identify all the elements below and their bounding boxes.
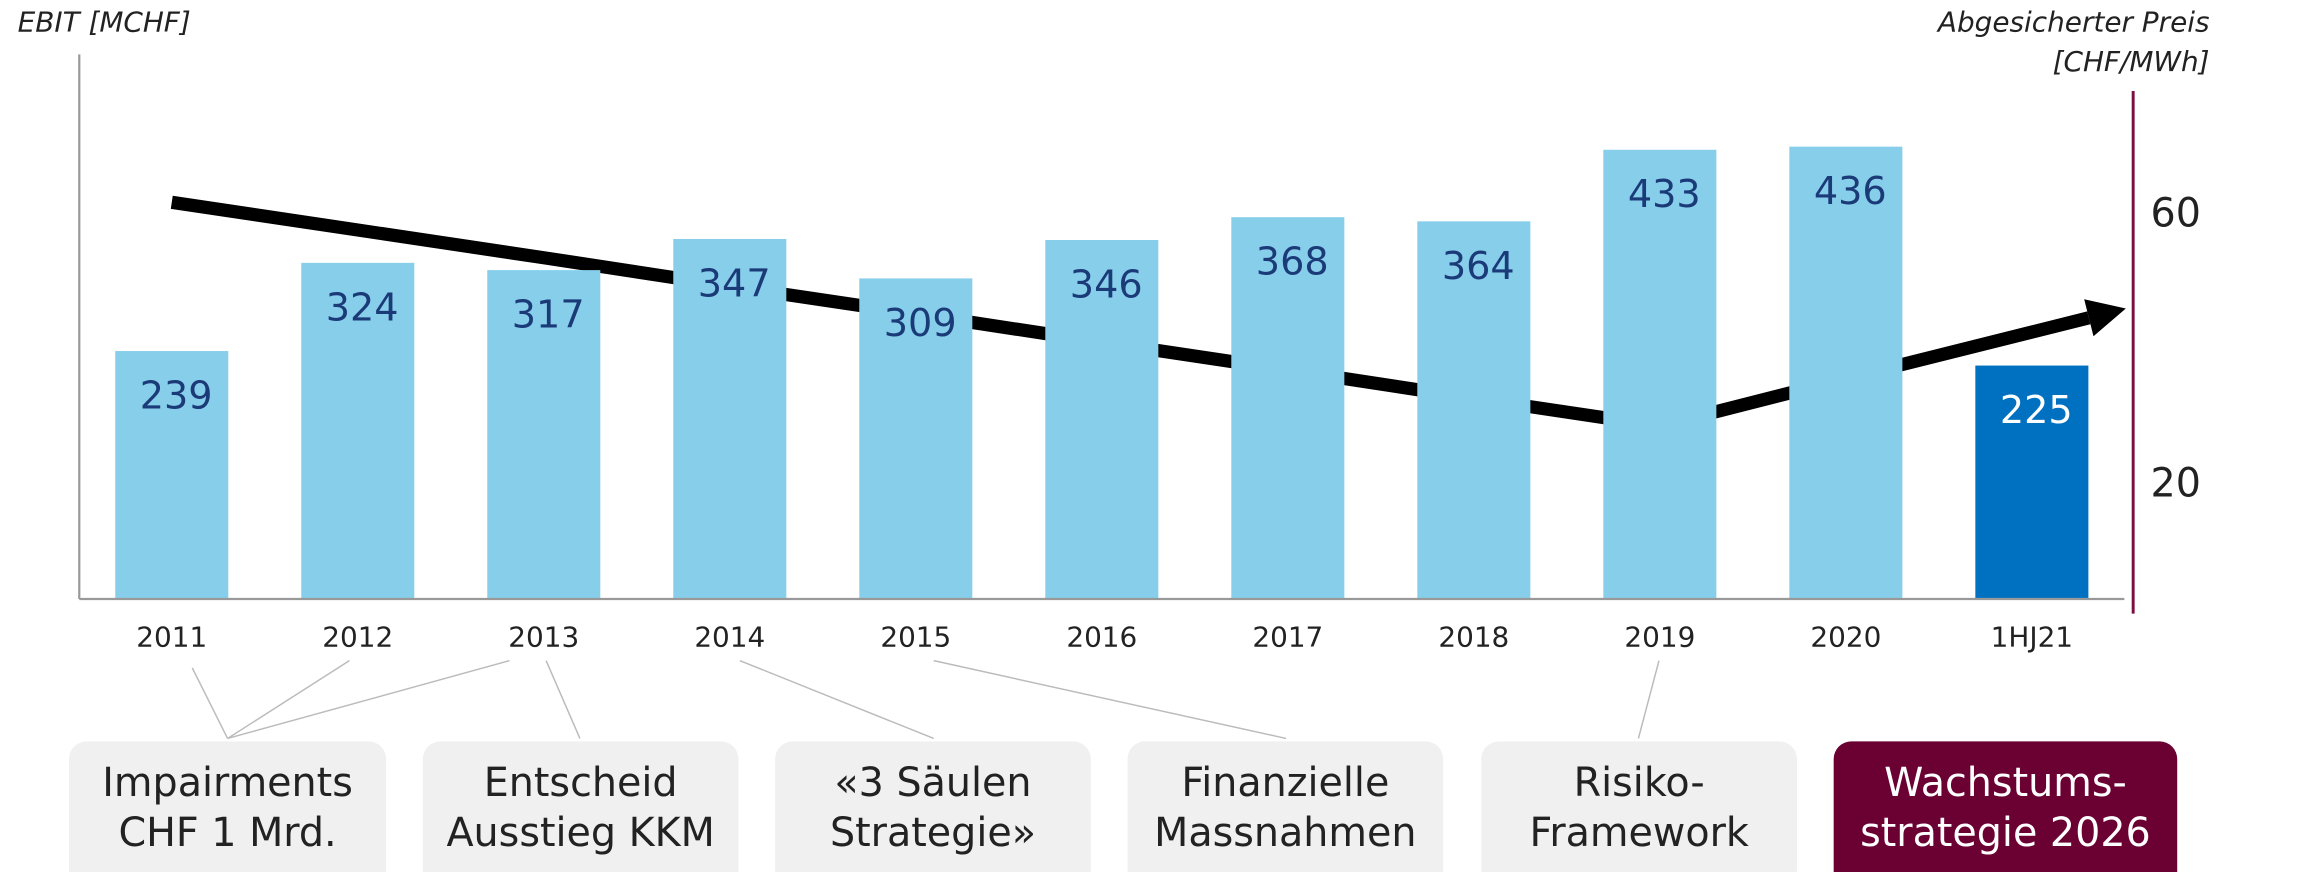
x-tick-label: 2020 bbox=[1810, 621, 1881, 654]
connector bbox=[933, 659, 1287, 740]
x-tick-label: 2015 bbox=[880, 621, 951, 654]
value-label: 225 bbox=[2000, 389, 2073, 433]
y2-axis-title: Abgesicherter Preis bbox=[1936, 5, 2210, 38]
y2-tick-label: 60 bbox=[2151, 190, 2201, 236]
annotation-text: «3 Säulen bbox=[834, 760, 1031, 806]
annotation-text: Risiko- bbox=[1574, 760, 1705, 806]
connector bbox=[739, 659, 934, 740]
trend-arrowhead bbox=[2084, 299, 2126, 337]
bar bbox=[1975, 365, 2089, 599]
chart-body: EBIT [MCHF] Abgesicherter Preis [CHF/MWh… bbox=[18, 5, 2210, 872]
annotation-text: Entscheid bbox=[484, 760, 678, 806]
annotation-box bbox=[1481, 741, 1797, 872]
annotation-text: Massnahmen bbox=[1154, 810, 1416, 856]
x-tick-label: 2014 bbox=[694, 621, 765, 654]
bar bbox=[1789, 146, 1903, 599]
value-label: 324 bbox=[326, 286, 399, 330]
bar bbox=[1231, 217, 1345, 599]
annotation-text: Wachstums- bbox=[1884, 760, 2127, 806]
x-tick-label: 2011 bbox=[136, 621, 207, 654]
bar bbox=[115, 351, 229, 599]
y2-tick-label: 20 bbox=[2151, 461, 2201, 507]
value-label: 436 bbox=[1814, 170, 1887, 214]
connector bbox=[545, 660, 581, 739]
bar bbox=[859, 278, 973, 599]
bar bbox=[1603, 149, 1717, 599]
annotation-text: Impairments bbox=[102, 760, 353, 806]
x-tick-label: 2019 bbox=[1624, 621, 1695, 654]
x-tick-label: 2012 bbox=[322, 621, 393, 654]
bar bbox=[301, 262, 415, 599]
value-label: 433 bbox=[1628, 173, 1701, 217]
x-tick-label: 1HJ21 bbox=[1991, 621, 2073, 654]
value-label: 364 bbox=[1442, 245, 1515, 289]
annotation-text: Framework bbox=[1529, 810, 1748, 856]
value-label: 309 bbox=[884, 302, 957, 346]
bar bbox=[487, 270, 601, 599]
annotation-text: Ausstieg KKM bbox=[446, 810, 714, 856]
bar bbox=[1417, 221, 1531, 599]
y2-axis-title: [CHF/MWh] bbox=[2053, 45, 2210, 78]
y-axis-title: EBIT [MCHF] bbox=[18, 5, 191, 38]
annotation-text: CHF 1 Mrd. bbox=[118, 810, 336, 856]
connector bbox=[191, 667, 229, 739]
bar bbox=[673, 238, 787, 599]
bar bbox=[1045, 240, 1159, 599]
value-label: 317 bbox=[512, 294, 585, 338]
value-label: 347 bbox=[698, 262, 771, 306]
connector bbox=[227, 659, 510, 740]
annotation-text: Strategie» bbox=[830, 810, 1036, 856]
annotation-text: Finanzielle bbox=[1181, 760, 1389, 806]
annotation-box bbox=[1127, 741, 1444, 872]
x-tick-label: 2018 bbox=[1438, 621, 1509, 654]
value-label: 346 bbox=[1070, 264, 1143, 308]
annotation-box bbox=[775, 741, 1091, 872]
connector bbox=[227, 660, 350, 740]
connector bbox=[1637, 660, 1660, 739]
connectors bbox=[191, 659, 1660, 740]
value-label: 239 bbox=[140, 375, 213, 419]
annotation-box bbox=[1833, 741, 2178, 872]
value-label: 368 bbox=[1256, 241, 1329, 285]
annotation-box bbox=[422, 741, 739, 872]
x-tick-label: 2016 bbox=[1066, 621, 1137, 654]
x-tick-label: 2013 bbox=[508, 621, 579, 654]
x-tick-label: 2017 bbox=[1252, 621, 1323, 654]
annotation-text: strategie 2026 bbox=[1860, 810, 2151, 856]
annotation-box bbox=[69, 741, 387, 872]
